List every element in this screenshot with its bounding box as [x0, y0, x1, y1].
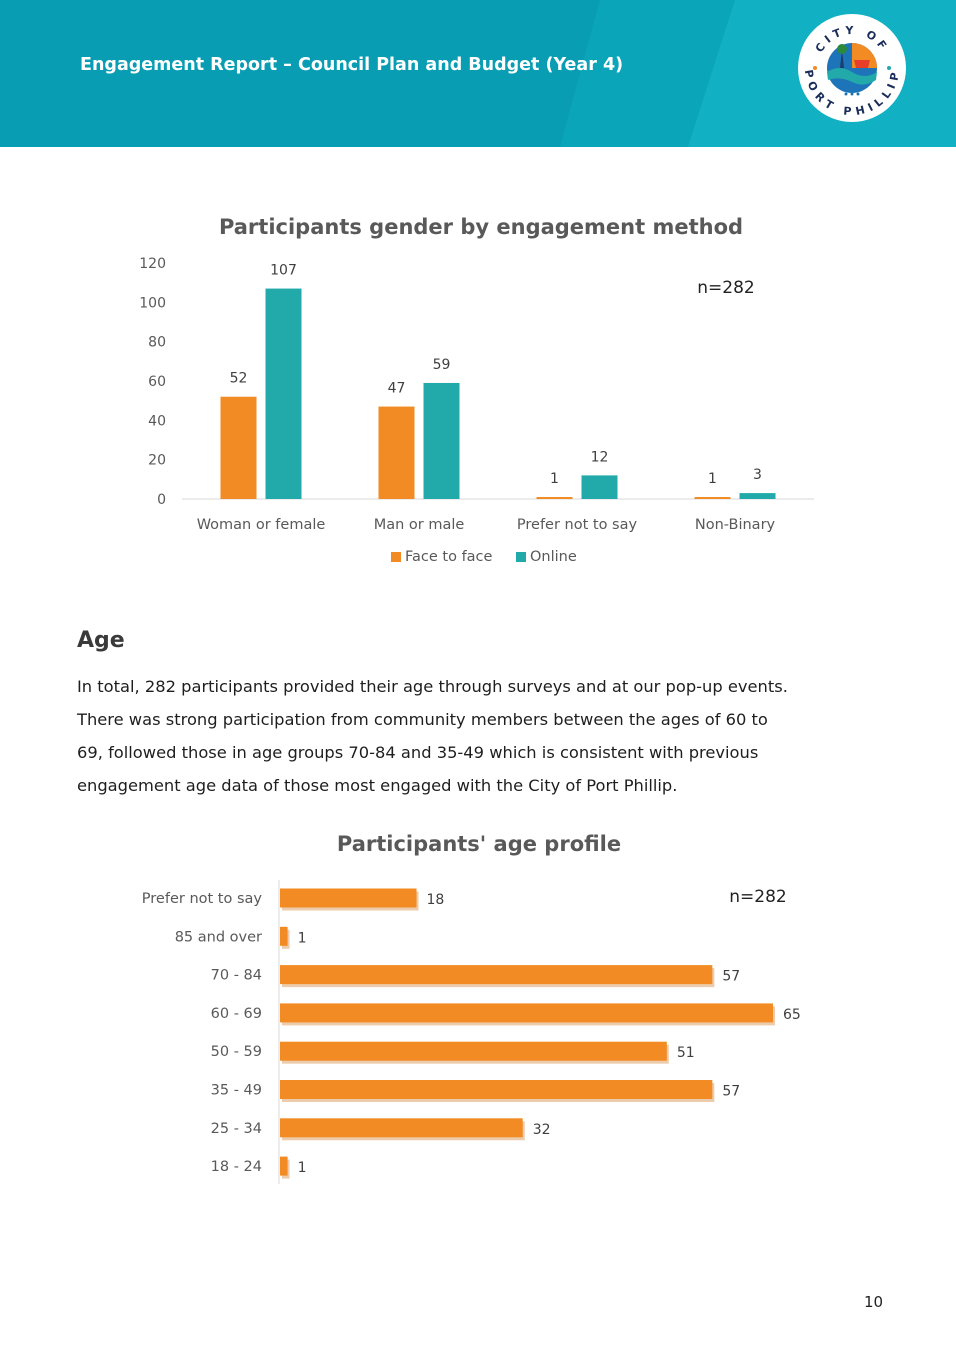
paragraph-line: engagement age data of those most engage… [77, 776, 678, 795]
bar [280, 1080, 713, 1099]
data-label: 51 [677, 1045, 695, 1061]
age-section-paragraph: In total, 282 participants provided thei… [77, 670, 897, 802]
y-tick-label: 80 [148, 335, 166, 351]
paragraph-line: 69, followed those in age groups 70-84 a… [77, 743, 759, 762]
x-tick-label: Man or male [374, 517, 465, 533]
data-label: 52 [230, 371, 248, 387]
data-label: 1 [550, 471, 559, 487]
y-tick-label: 85 and over [175, 929, 262, 945]
chart-legend: Face to face Online [391, 549, 577, 565]
y-tick-label: 70 - 84 [211, 968, 262, 984]
y-tick-label: 20 [148, 453, 166, 469]
bar [581, 475, 618, 499]
city-of-port-phillip-logo: CITY OF PORT PHILLIP [798, 14, 906, 122]
data-label: 65 [783, 1007, 801, 1023]
y-tick-label: 0 [157, 492, 166, 508]
chart-title: Participants gender by engagement method [219, 215, 743, 239]
bar [280, 965, 713, 985]
y-tick-label: 35 - 49 [211, 1083, 262, 1099]
data-label: 57 [722, 969, 740, 985]
data-label: 1 [708, 471, 717, 487]
data-label: 1 [298, 930, 307, 946]
bar [265, 288, 302, 499]
legend-swatch [391, 552, 401, 562]
y-tick-label: 120 [139, 256, 166, 272]
sample-size-annotation: n=282 [729, 887, 786, 907]
report-title: Engagement Report – Council Plan and Bud… [80, 55, 624, 75]
data-label: 107 [270, 263, 297, 279]
y-tick-label: Prefer not to say [142, 891, 263, 907]
legend-label: Online [530, 549, 577, 565]
bar [739, 493, 776, 499]
gender-by-method-chart: Participants gender by engagement method… [139, 215, 814, 565]
x-tick-label: Woman or female [197, 517, 326, 533]
y-tick-label: 100 [139, 295, 166, 311]
bar [378, 406, 415, 499]
sample-size-annotation: n=282 [697, 278, 754, 298]
data-label: 32 [533, 1122, 551, 1138]
data-label: 59 [433, 357, 451, 373]
data-label: 47 [388, 381, 406, 397]
data-label: 1 [298, 1160, 307, 1176]
x-tick-label: Non-Binary [695, 517, 776, 533]
y-tick-label: 50 - 59 [211, 1044, 262, 1060]
age-section-heading: Age [77, 628, 125, 653]
bar [536, 497, 573, 499]
bar [280, 888, 417, 908]
legend-label: Face to face [405, 549, 493, 565]
y-tick-label: 60 - 69 [211, 1006, 262, 1022]
page-header: Engagement Report – Council Plan and Bud… [0, 0, 956, 147]
bar [280, 1003, 773, 1023]
y-tick-label: 18 - 24 [211, 1159, 262, 1175]
data-label: 18 [427, 892, 445, 908]
bar [220, 396, 257, 499]
bar [280, 926, 288, 946]
y-axis-ticks: 0 20 40 60 80 100 120 [139, 256, 166, 508]
page-number: 10 [864, 1293, 884, 1311]
chart-title: Participants' age profile [337, 832, 621, 856]
data-label: 12 [591, 449, 609, 465]
y-tick-label: 25 - 34 [211, 1121, 262, 1137]
bar [280, 1118, 523, 1138]
x-tick-label: Prefer not to say [517, 517, 638, 533]
bar [280, 1041, 667, 1061]
y-tick-label: 60 [148, 374, 166, 390]
legend-swatch [516, 552, 526, 562]
data-label: 3 [753, 467, 762, 483]
y-tick-label: 40 [148, 413, 166, 429]
paragraph-line: In total, 282 participants provided thei… [77, 677, 788, 696]
bar-group: 52 107 47 59 1 12 1 3 [220, 263, 776, 499]
age-profile-chart: Participants' age profile n=282 Prefer n… [142, 832, 801, 1184]
bar [280, 1156, 288, 1176]
bar-group: Prefer not to say 18 85 and over 1 70 - 84 57… [142, 888, 801, 1179]
paragraph-line: There was strong participation from comm… [77, 710, 768, 729]
x-axis-labels: Woman or female Man or male Prefer not to … [197, 517, 776, 533]
bar [694, 497, 731, 499]
bar [423, 382, 460, 499]
data-label: 57 [722, 1084, 740, 1100]
